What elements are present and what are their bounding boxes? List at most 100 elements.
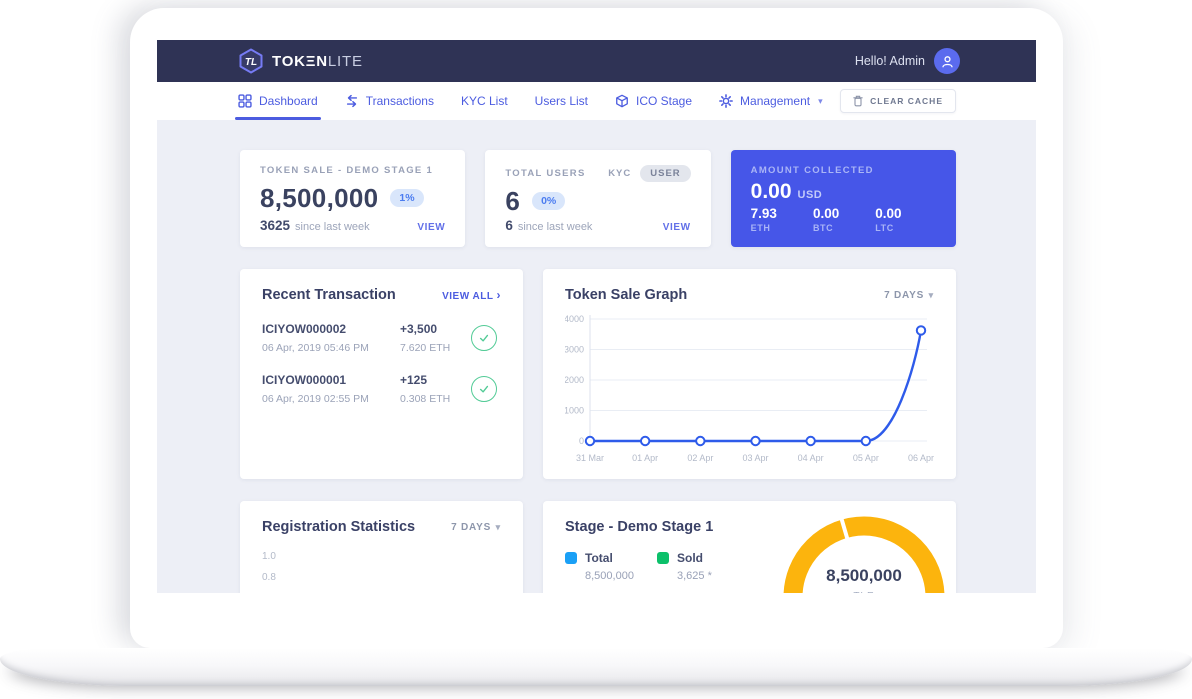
svg-text:1000: 1000 bbox=[565, 406, 584, 416]
transaction-amount: +3,500 bbox=[400, 322, 438, 336]
top-navbar: TL TOKΞNLITE Hello! Admin bbox=[157, 40, 1036, 82]
stage-gauge-chart: 8,500,000 TLE bbox=[774, 509, 954, 593]
total-users-view-link[interactable]: VIEW bbox=[662, 222, 691, 233]
tab-label: Users List bbox=[534, 94, 588, 108]
svg-text:01 Apr: 01 Apr bbox=[632, 453, 658, 463]
transaction-eth: 0.308 ETH bbox=[400, 393, 451, 405]
svg-text:4000: 4000 bbox=[565, 314, 584, 324]
kyc-user-toggle: KYC USER bbox=[608, 165, 691, 182]
transaction-id: ICIYOW000002 bbox=[262, 322, 347, 336]
total-users-title: TOTAL USERS bbox=[505, 168, 586, 179]
tab-dashboard[interactable]: Dashboard bbox=[235, 82, 321, 120]
legend-item-total: Total 8,500,000 bbox=[565, 551, 657, 582]
tab-label: Transactions bbox=[365, 94, 434, 108]
tab-users-list[interactable]: Users List bbox=[535, 82, 588, 120]
clear-cache-button[interactable]: CLEAR CACHE bbox=[840, 89, 956, 113]
person-icon bbox=[941, 55, 953, 67]
total-users-delta: 6 since last week bbox=[505, 218, 593, 233]
gear-icon bbox=[719, 94, 733, 108]
svg-text:03 Apr: 03 Apr bbox=[742, 453, 768, 463]
graph-period-dropdown[interactable]: 7 DAYS ▾ bbox=[884, 289, 934, 301]
svg-text:2000: 2000 bbox=[565, 375, 584, 385]
tab-label: Management bbox=[740, 94, 811, 108]
svg-text:8,500,000: 8,500,000 bbox=[826, 566, 902, 585]
svg-text:04 Apr: 04 Apr bbox=[798, 453, 824, 463]
middle-row: Recent Transaction VIEW ALL › ICIYOW00000… bbox=[240, 269, 956, 479]
transaction-row[interactable]: ICIYOW000001 06 Apr, 2019 02:55 PM +125 … bbox=[262, 373, 501, 405]
token-sale-badge: 1% bbox=[390, 189, 424, 207]
tab-kyc-list[interactable]: KYC List bbox=[461, 82, 508, 120]
legend-item-sold: Sold 3,625 * bbox=[657, 551, 787, 582]
brand-logo: TL TOKΞNLITE bbox=[238, 48, 363, 74]
tab-label: Dashboard bbox=[259, 94, 318, 108]
token-sale-graph-card: Token Sale Graph 7 DAYS ▾ 4000 3000 2000 10… bbox=[543, 269, 956, 479]
tab-ico-stage[interactable]: ICO Stage bbox=[615, 82, 692, 120]
token-sale-view-link[interactable]: VIEW bbox=[417, 222, 446, 233]
registration-statistics-title: Registration Statistics bbox=[262, 519, 416, 535]
view-all-link[interactable]: VIEW ALL › bbox=[442, 288, 501, 302]
tokenlite-hexagon-icon: TL bbox=[239, 48, 263, 74]
legend-swatch bbox=[565, 552, 577, 564]
dashboard-screen: TL TOKΞNLITE Hello! Admin bbox=[157, 40, 1036, 593]
svg-text:0: 0 bbox=[579, 436, 584, 446]
recent-transactions-card: Recent Transaction VIEW ALL › ICIYOW00000… bbox=[240, 269, 523, 479]
token-sale-title: TOKEN SALE - DEMO STAGE 1 bbox=[260, 165, 434, 176]
chevron-down-icon: ▾ bbox=[495, 521, 501, 532]
laptop-base bbox=[0, 648, 1192, 686]
avatar[interactable] bbox=[934, 48, 960, 74]
crypto-breakdown: 7.93 ETH 0.00 BTC 0.00 LTC bbox=[751, 206, 936, 233]
cube-icon bbox=[616, 94, 628, 108]
transaction-id: ICIYOW000001 bbox=[262, 373, 347, 387]
transaction-date: 06 Apr, 2019 02:55 PM bbox=[262, 393, 369, 405]
registration-statistics-card: Registration Statistics 7 DAYS ▾ 1.0 0.8… bbox=[240, 501, 523, 593]
svg-text:06 Apr: 06 Apr bbox=[908, 453, 934, 463]
registration-chart-axis: 1.0 0.8 0.6 bbox=[262, 551, 276, 583]
chevron-down-icon: ▾ bbox=[818, 95, 823, 106]
stats-row: TOKEN SALE - DEMO STAGE 1 8,500,000 1% 3… bbox=[240, 150, 956, 247]
breakdown-btc: 0.00 BTC bbox=[812, 206, 840, 233]
confirmed-check-icon bbox=[471, 325, 497, 351]
nav-tabs: Dashboard Transactions KYC List Users Li… bbox=[235, 82, 823, 120]
tab-label: KYC List bbox=[460, 94, 508, 108]
clear-cache-label: CLEAR CACHE bbox=[870, 96, 943, 106]
legend-swatch bbox=[657, 552, 669, 564]
trash-icon bbox=[853, 95, 863, 107]
chevron-right-icon: › bbox=[496, 288, 501, 302]
dashboard-grid-icon bbox=[238, 94, 252, 108]
amount-usd-currency: USD bbox=[797, 189, 823, 201]
total-users-card: TOTAL USERS KYC USER 6 0% 6 since last we… bbox=[485, 150, 711, 247]
svg-text:02 Apr: 02 Apr bbox=[687, 453, 713, 463]
swap-arrows-icon bbox=[346, 94, 357, 108]
stage-title: Stage - Demo Stage 1 bbox=[565, 519, 714, 535]
token-sale-value: 8,500,000 bbox=[260, 182, 379, 213]
svg-text:3000: 3000 bbox=[565, 345, 584, 355]
transaction-amount: +125 bbox=[400, 373, 428, 387]
tab-label: ICO Stage bbox=[636, 94, 693, 108]
stage-card: Stage - Demo Stage 1 Total 8,500,000 Sol… bbox=[543, 501, 956, 593]
svg-text:31 Mar: 31 Mar bbox=[576, 453, 604, 463]
tab-transactions[interactable]: Transactions bbox=[345, 82, 434, 120]
token-sale-graph-title: Token Sale Graph bbox=[565, 287, 688, 303]
toggle-kyc[interactable]: KYC bbox=[608, 168, 632, 179]
dashboard-content: TOKEN SALE - DEMO STAGE 1 8,500,000 1% 3… bbox=[157, 120, 1036, 593]
tab-management[interactable]: Management ▾ bbox=[719, 82, 823, 120]
amount-collected-card: AMOUNT COLLECTED 0.00 USD 7.93 ETH 0.00 … bbox=[730, 150, 956, 247]
svg-text:TL: TL bbox=[245, 57, 257, 68]
token-sale-card: TOKEN SALE - DEMO STAGE 1 8,500,000 1% 3… bbox=[240, 150, 466, 247]
transaction-date: 06 Apr, 2019 05:46 PM bbox=[262, 342, 369, 354]
amount-collected-title: AMOUNT COLLECTED bbox=[750, 165, 874, 176]
greeting-text: Hello! Admin bbox=[854, 54, 925, 68]
confirmed-check-icon bbox=[471, 376, 497, 402]
total-users-badge: 0% bbox=[532, 192, 566, 210]
chevron-down-icon: ▾ bbox=[928, 289, 934, 300]
total-users-value: 6 bbox=[505, 185, 521, 216]
registration-period-dropdown[interactable]: 7 DAYS ▾ bbox=[451, 521, 501, 533]
transaction-row[interactable]: ICIYOW000002 06 Apr, 2019 05:46 PM +3,50… bbox=[262, 322, 501, 354]
breakdown-ltc: 0.00 LTC bbox=[875, 206, 902, 233]
svg-text:TLE: TLE bbox=[853, 591, 874, 593]
token-sale-delta: 3625 since last week bbox=[260, 218, 370, 233]
bottom-row: Registration Statistics 7 DAYS ▾ 1.0 0.8… bbox=[240, 501, 956, 593]
brand-name: TOKΞNLITE bbox=[272, 52, 363, 70]
toggle-user[interactable]: USER bbox=[640, 165, 691, 182]
